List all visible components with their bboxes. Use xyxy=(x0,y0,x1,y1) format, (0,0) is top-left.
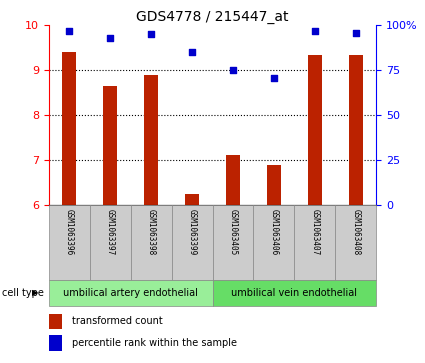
Point xyxy=(270,75,277,81)
Point xyxy=(312,28,318,34)
Text: GSM1063399: GSM1063399 xyxy=(187,209,196,255)
Text: ▶: ▶ xyxy=(31,288,38,297)
Point xyxy=(66,28,73,34)
Bar xyxy=(348,54,363,205)
Bar xyxy=(172,205,212,280)
Title: GDS4778 / 215447_at: GDS4778 / 215447_at xyxy=(136,11,289,24)
Text: GSM1063408: GSM1063408 xyxy=(351,209,360,255)
Bar xyxy=(103,86,117,205)
Bar xyxy=(49,280,212,306)
Bar xyxy=(226,155,240,205)
Text: umbilical artery endothelial: umbilical artery endothelial xyxy=(63,287,198,298)
Text: GSM1063396: GSM1063396 xyxy=(65,209,74,255)
Bar xyxy=(335,205,376,280)
Bar xyxy=(294,205,335,280)
Text: GSM1063397: GSM1063397 xyxy=(106,209,115,255)
Text: GSM1063405: GSM1063405 xyxy=(229,209,238,255)
Bar xyxy=(212,280,376,306)
Bar xyxy=(212,205,253,280)
Point xyxy=(230,68,236,73)
Bar xyxy=(49,205,90,280)
Point xyxy=(107,35,113,41)
Text: transformed count: transformed count xyxy=(72,317,162,326)
Bar xyxy=(267,165,281,205)
Bar xyxy=(49,335,62,351)
Bar xyxy=(62,52,76,205)
Point xyxy=(189,49,196,55)
Text: GSM1063406: GSM1063406 xyxy=(269,209,278,255)
Text: percentile rank within the sample: percentile rank within the sample xyxy=(72,338,237,348)
Bar xyxy=(90,205,131,280)
Text: cell type: cell type xyxy=(2,287,44,298)
Text: GSM1063407: GSM1063407 xyxy=(310,209,319,255)
Bar xyxy=(253,205,294,280)
Bar xyxy=(49,314,62,329)
Bar xyxy=(185,194,199,205)
Bar xyxy=(308,54,322,205)
Point xyxy=(352,30,359,36)
Bar xyxy=(144,75,158,205)
Point xyxy=(148,32,155,37)
Text: GSM1063398: GSM1063398 xyxy=(147,209,156,255)
Bar xyxy=(131,205,172,280)
Text: umbilical vein endothelial: umbilical vein endothelial xyxy=(231,287,357,298)
